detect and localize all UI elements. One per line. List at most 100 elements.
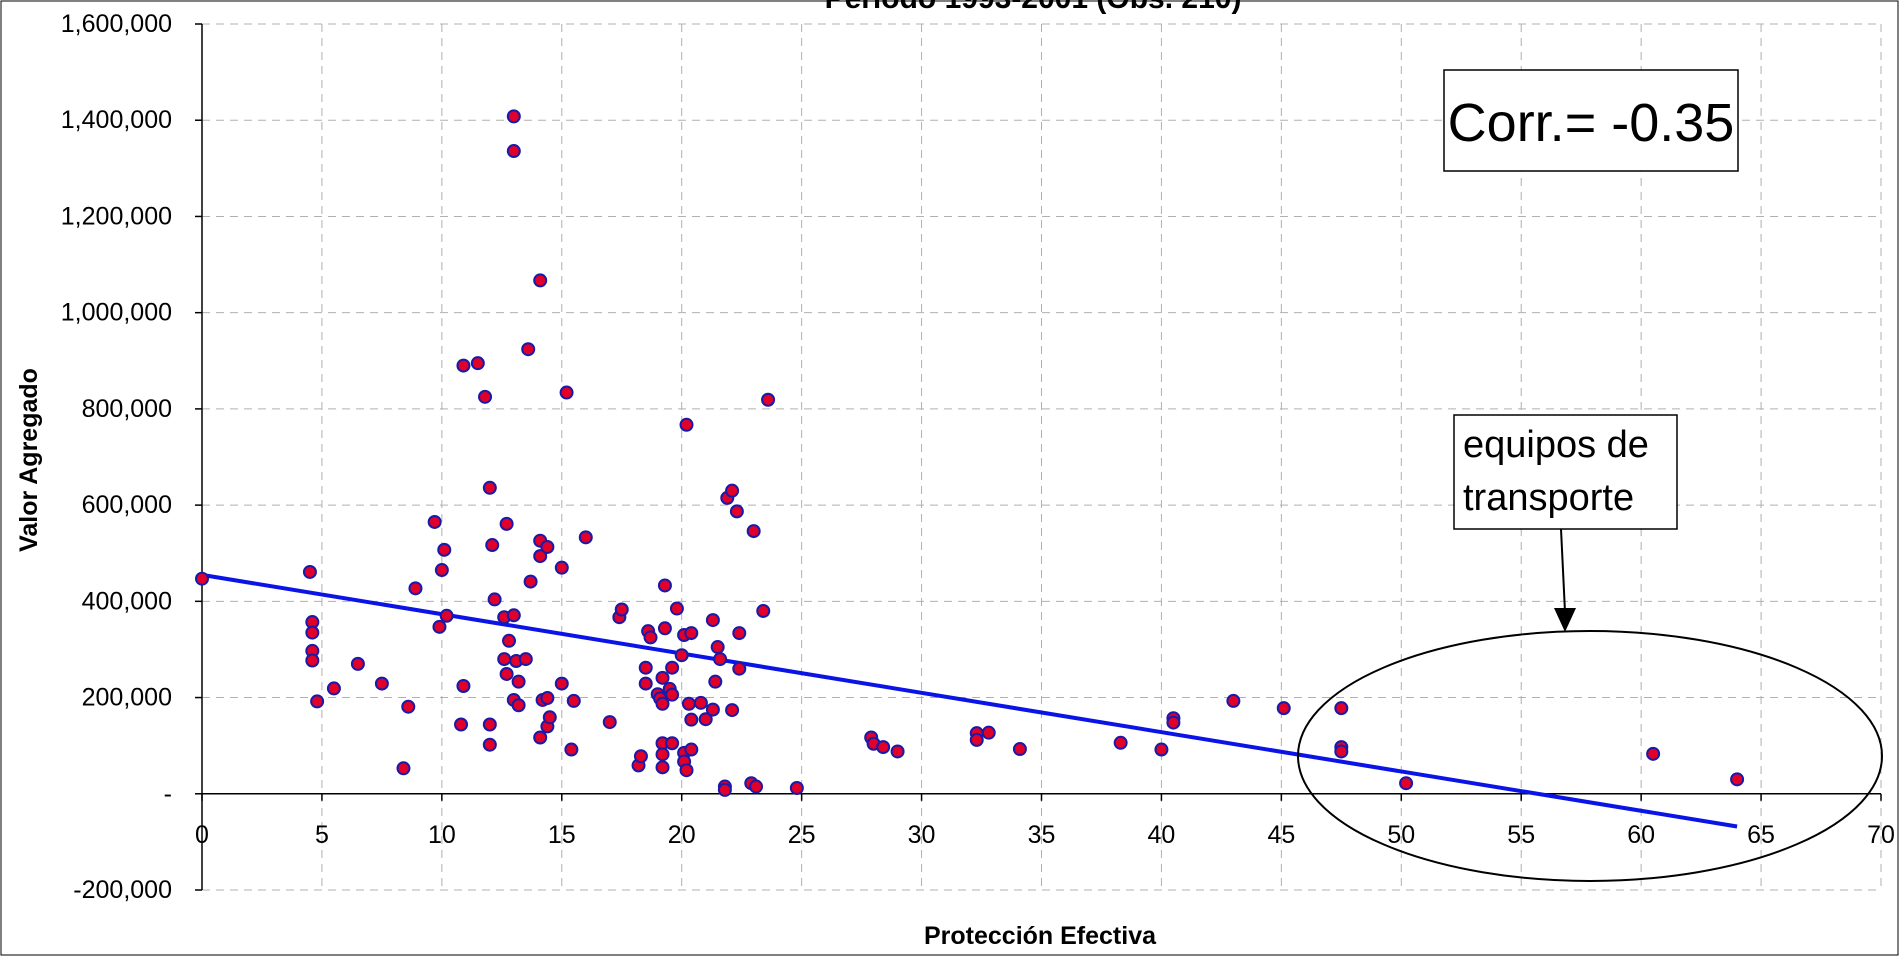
correlation-box: Corr.= -0.35 (1443, 69, 1739, 172)
annotation-arrow-head (1554, 608, 1576, 632)
x-tick-label: 65 (1747, 821, 1775, 849)
data-point (614, 602, 629, 617)
data-point (681, 696, 696, 711)
data-point (693, 695, 708, 710)
x-tick-label: 55 (1507, 821, 1535, 849)
tick-labels: -200,000-200,000400,000600,000800,0001,0… (61, 10, 1895, 904)
data-point (506, 608, 521, 623)
data-point (665, 687, 680, 702)
data-point (633, 749, 648, 764)
data-point (540, 691, 555, 706)
data-point (518, 652, 533, 667)
x-axis-title: Protección Efectiva (924, 922, 1157, 950)
annotation-box (1453, 414, 1678, 530)
annotation-line-1: equipos de (1463, 424, 1649, 466)
data-point (456, 679, 471, 694)
data-point (1276, 701, 1291, 716)
x-tick-label: 40 (1148, 821, 1176, 849)
data-point (499, 516, 514, 531)
data-point (566, 693, 581, 708)
data-point (195, 571, 209, 586)
data-point (439, 608, 454, 623)
data-point (710, 640, 725, 655)
trend-line (201, 572, 1738, 829)
y-tick-label: 1,400,000 (61, 106, 172, 134)
data-point (1226, 693, 1241, 708)
data-point (533, 730, 548, 745)
data-point (482, 737, 497, 752)
data-point (1154, 742, 1169, 757)
x-tick-label: 50 (1387, 821, 1415, 849)
data-points (195, 109, 1745, 797)
y-tick-label: 1,200,000 (61, 202, 172, 230)
data-point (502, 633, 517, 648)
x-tick-label: 45 (1267, 821, 1295, 849)
data-point (511, 674, 526, 689)
data-point (1012, 742, 1027, 757)
data-point (454, 717, 469, 732)
y-tick-label: 800,000 (82, 395, 172, 423)
data-point (638, 660, 653, 675)
data-point (396, 761, 411, 776)
data-point (511, 698, 526, 713)
y-tick-label: 1,000,000 (61, 299, 172, 327)
x-tick-label: 30 (908, 821, 936, 849)
annotation-line-2: transporte (1463, 477, 1634, 519)
data-point (717, 782, 732, 797)
data-point (482, 480, 497, 495)
x-tick-label: 15 (548, 821, 576, 849)
data-point (437, 542, 452, 557)
data-point (506, 144, 521, 159)
data-point (533, 549, 548, 564)
data-point (749, 779, 764, 794)
x-tick-label: 20 (668, 821, 696, 849)
x-tick-label: 0 (195, 821, 209, 849)
y-tick-label: - (164, 780, 172, 808)
data-point (564, 742, 579, 757)
data-point (487, 592, 502, 607)
data-point (523, 574, 538, 589)
data-point (310, 694, 325, 709)
data-point (981, 725, 996, 740)
data-point (482, 717, 497, 732)
data-point (1399, 776, 1414, 791)
data-point (499, 666, 514, 681)
data-point (1730, 772, 1745, 787)
data-point (540, 539, 555, 554)
data-point (665, 660, 680, 675)
data-point (890, 744, 905, 759)
data-point (638, 676, 653, 691)
data-point (708, 674, 723, 689)
data-point (408, 581, 423, 596)
data-point (1334, 744, 1349, 759)
data-point (657, 621, 672, 636)
data-point (1113, 735, 1128, 750)
data-point (497, 652, 512, 667)
data-point (643, 630, 658, 645)
y-tick-label: 1,600,000 (61, 10, 172, 38)
x-tick-label: 5 (315, 821, 329, 849)
data-point (559, 385, 574, 400)
x-tick-label: 25 (788, 821, 816, 849)
data-point (665, 736, 680, 751)
data-point (705, 702, 720, 717)
data-point (456, 358, 471, 373)
data-point (521, 342, 536, 357)
data-point (542, 710, 557, 725)
data-point (679, 417, 694, 432)
data-point (533, 273, 548, 288)
x-tick-label: 60 (1627, 821, 1655, 849)
data-point (655, 760, 670, 775)
x-tick-label: 10 (428, 821, 456, 849)
data-point (725, 483, 740, 498)
data-point (401, 699, 416, 714)
data-point (669, 601, 684, 616)
correlation-label: Corr.= -0.35 (1448, 93, 1735, 153)
data-point (485, 538, 500, 553)
data-point (427, 514, 442, 529)
data-point (713, 652, 728, 667)
y-tick-label: 600,000 (82, 491, 172, 519)
data-point (756, 603, 771, 618)
y-tick-label: 400,000 (82, 587, 172, 615)
data-point (305, 653, 320, 668)
